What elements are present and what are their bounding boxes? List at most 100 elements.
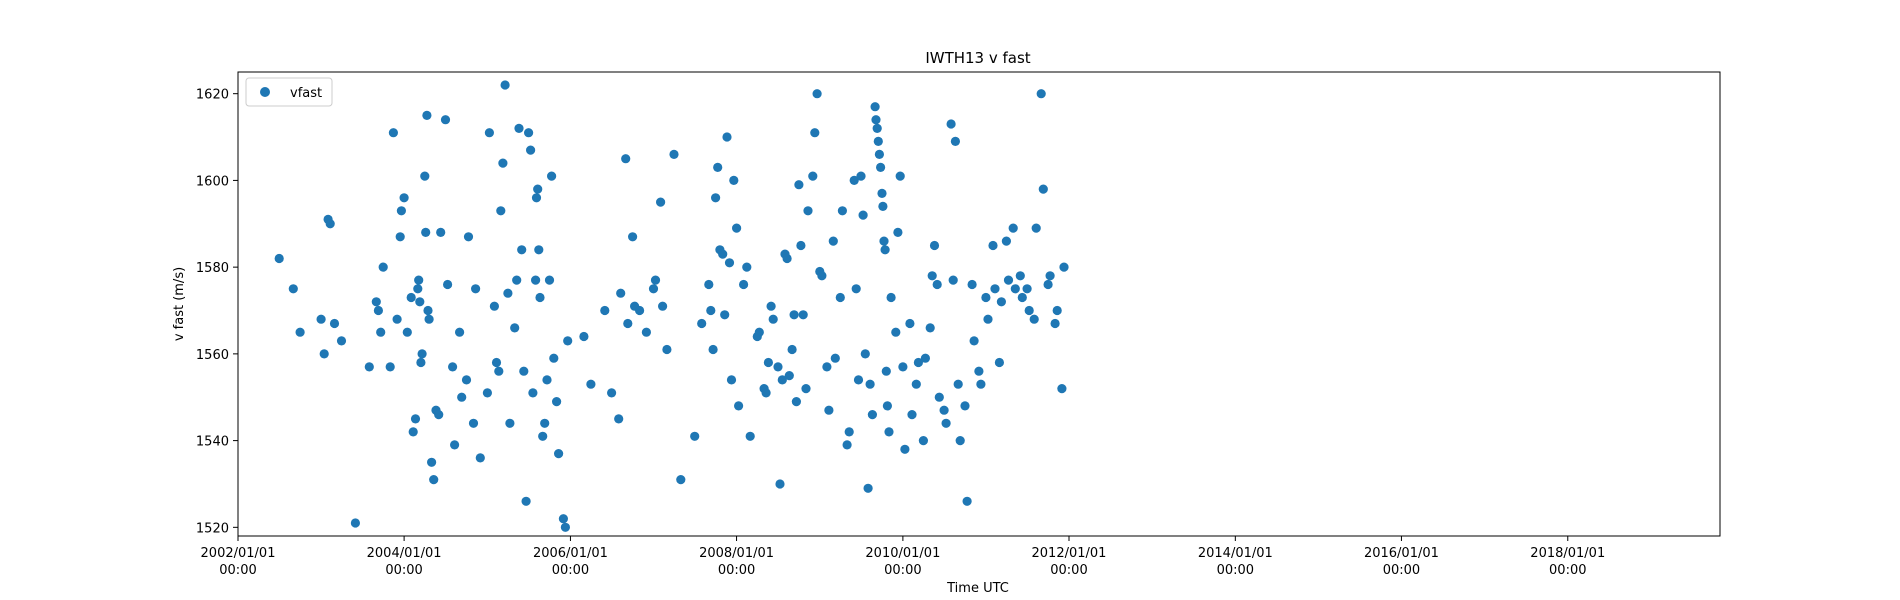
- data-point: [521, 496, 531, 506]
- data-point: [789, 310, 799, 320]
- data-point: [662, 344, 672, 355]
- data-point: [754, 327, 764, 337]
- data-point: [600, 305, 610, 316]
- data-point: [547, 171, 557, 181]
- data-point: [510, 323, 520, 333]
- data-point: [851, 284, 861, 294]
- data-point: [697, 318, 707, 329]
- data-point: [635, 305, 645, 316]
- data-point: [898, 362, 908, 372]
- data-point: [886, 292, 896, 303]
- data-point: [976, 379, 986, 389]
- data-point: [528, 388, 538, 398]
- data-point: [822, 362, 832, 372]
- x-tick-label-time: 00:00: [219, 563, 256, 578]
- data-point: [828, 236, 838, 246]
- x-tick-label-time: 00:00: [1217, 563, 1254, 578]
- data-point: [316, 314, 326, 324]
- data-point: [791, 397, 802, 407]
- data-point: [526, 145, 536, 155]
- data-point: [319, 349, 329, 359]
- x-tick-label-time: 00:00: [1549, 563, 1586, 578]
- data-point: [489, 301, 499, 311]
- data-point: [542, 375, 552, 385]
- data-point: [1031, 223, 1041, 233]
- data-point: [413, 284, 423, 294]
- data-point: [628, 232, 638, 242]
- data-point: [1038, 184, 1048, 194]
- data-point: [835, 292, 845, 303]
- data-point: [650, 275, 661, 285]
- data-point: [766, 301, 776, 311]
- data-point: [905, 318, 915, 329]
- data-point: [414, 275, 424, 285]
- data-point: [713, 162, 723, 172]
- data-point: [274, 253, 284, 264]
- data-point: [1050, 318, 1060, 329]
- data-point: [988, 240, 998, 251]
- data-point: [837, 206, 848, 216]
- data-point: [808, 171, 818, 181]
- data-point: [420, 171, 430, 181]
- data-point: [974, 366, 984, 376]
- data-point: [880, 245, 890, 255]
- data-point: [990, 284, 1000, 294]
- data-point: [388, 128, 398, 138]
- data-point: [704, 279, 714, 290]
- data-point: [517, 245, 527, 255]
- data-point: [471, 284, 481, 294]
- data-point: [408, 427, 418, 437]
- data-point: [911, 379, 921, 389]
- data-point: [552, 397, 562, 407]
- data-point: [768, 314, 778, 324]
- plot-area: [237, 71, 1721, 537]
- data-point: [881, 366, 891, 376]
- data-point: [927, 271, 937, 281]
- x-tick-label-date: 2012/01/01: [1032, 546, 1107, 561]
- data-point: [676, 475, 686, 485]
- data-point: [533, 184, 543, 194]
- data-point: [396, 206, 406, 216]
- data-point: [482, 388, 492, 398]
- data-point: [784, 371, 794, 381]
- x-tick-label-time: 00:00: [1050, 563, 1087, 578]
- data-point: [920, 353, 931, 363]
- data-point: [948, 275, 958, 285]
- data-point: [777, 375, 787, 385]
- y-tick-label: 1520: [196, 521, 229, 536]
- x-axis-label: Time UTC: [946, 581, 1009, 596]
- y-tick-label: 1560: [196, 348, 229, 363]
- data-point: [969, 336, 979, 346]
- data-point: [463, 232, 474, 242]
- data-point: [1024, 305, 1034, 316]
- legend: vfast: [245, 77, 333, 107]
- data-point: [865, 379, 875, 389]
- x-tick-label-time: 00:00: [552, 563, 589, 578]
- chart-title: IWTH13 v fast: [925, 49, 1030, 67]
- data-point: [745, 431, 755, 441]
- data-point: [877, 188, 887, 198]
- data-point: [873, 136, 883, 146]
- data-point: [329, 318, 340, 329]
- data-point: [1008, 223, 1018, 233]
- data-point: [1059, 262, 1069, 272]
- data-point: [690, 431, 700, 441]
- data-point: [423, 305, 433, 316]
- data-point: [373, 305, 383, 316]
- data-point: [934, 392, 944, 402]
- data-point: [722, 132, 732, 142]
- data-point: [763, 357, 774, 368]
- data-point: [376, 327, 386, 337]
- x-tick-label-time: 00:00: [884, 563, 921, 578]
- x-tick-label-date: 2018/01/01: [1530, 546, 1605, 561]
- data-point: [616, 288, 626, 298]
- data-point: [706, 305, 716, 316]
- data-point: [810, 128, 820, 138]
- data-point: [884, 427, 894, 437]
- data-point: [475, 453, 485, 463]
- data-point: [996, 297, 1007, 307]
- data-point: [549, 353, 559, 363]
- data-point: [1022, 284, 1032, 294]
- data-point: [796, 240, 806, 251]
- data-point: [941, 418, 951, 428]
